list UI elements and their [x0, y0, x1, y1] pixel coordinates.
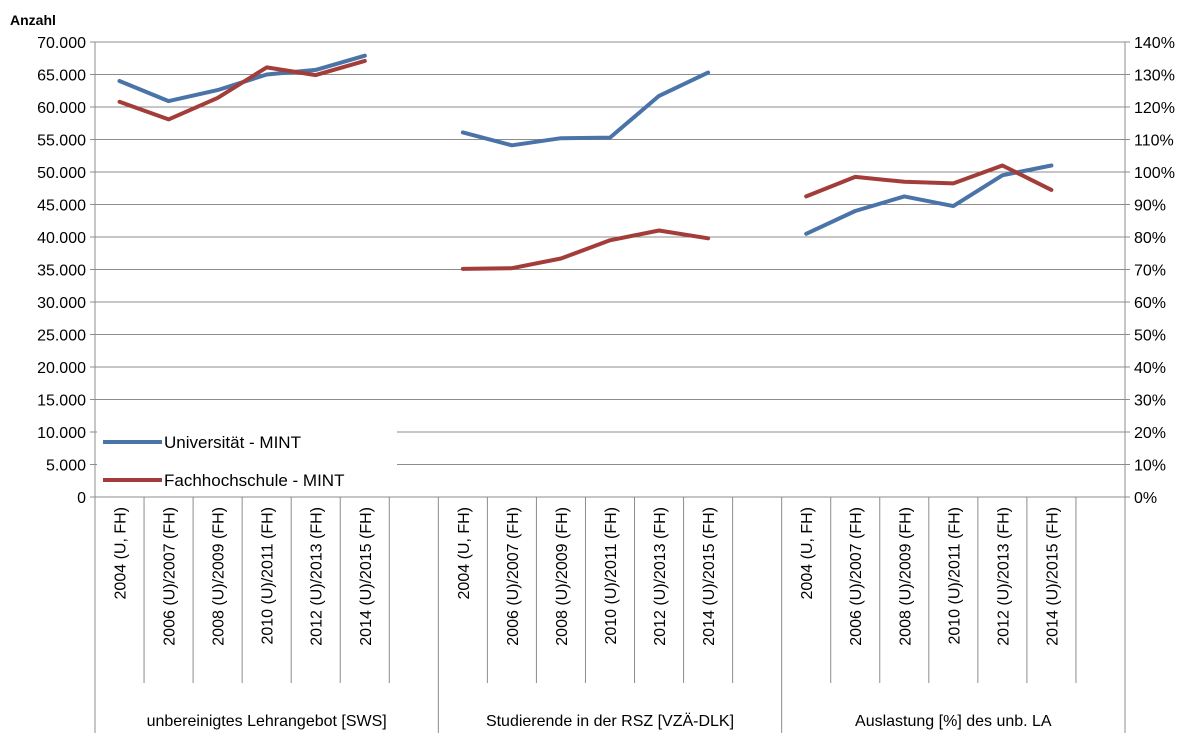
series-line-uni	[804, 163, 1054, 236]
y-tick-label-right: 50%	[1134, 328, 1166, 345]
x-category-label: 2012 (U)/2013 (FH)	[652, 507, 669, 646]
series-line-fh	[117, 58, 367, 122]
x-category-label: 2004 (U, FH)	[113, 507, 130, 599]
y-tick-label-left: 5.000	[46, 458, 86, 475]
gridlines	[95, 41, 1125, 465]
x-category-label: 2006 (U)/2007 (FH)	[848, 507, 865, 646]
series-lines	[117, 53, 1054, 271]
series-line-uni	[117, 53, 367, 104]
y-axis-unit-label: Anzahl	[10, 12, 56, 28]
x-group-label: unbereinigtes Lehrangebot [SWS]	[147, 713, 387, 730]
x-category-label: 2012 (U)/2013 (FH)	[995, 507, 1012, 646]
y-tick-label-left: 70.000	[37, 35, 86, 52]
y-axis-right-ticks: 0% 10% 20% 30% 40% 50% 60% 70% 80% 90% 100% 110% 120…	[1125, 35, 1175, 507]
x-category-label: 2014 (U)/2015 (FH)	[701, 507, 718, 646]
y-tick-label-left: 10.000	[37, 425, 86, 442]
legend-label: Fachhochschule - MINT	[164, 471, 344, 490]
y-tick-label-left: 20.000	[37, 360, 86, 377]
y-tick-label-right: 100%	[1134, 165, 1175, 182]
x-category-label: 2012 (U)/2013 (FH)	[309, 507, 326, 646]
x-category-label: 2014 (U)/2015 (FH)	[1044, 507, 1061, 646]
y-tick-label-left: 55.000	[37, 133, 86, 150]
x-group-label: Auslastung [%] des unb. LA	[855, 713, 1052, 730]
y-tick-label-left: 15.000	[37, 393, 86, 410]
y-tick-label-left: 35.000	[37, 263, 86, 280]
y-tick-label-left: 65.000	[37, 68, 86, 85]
x-category-label: 2010 (U)/2011 (FH)	[260, 507, 277, 645]
y-tick-label-right: 60%	[1134, 295, 1166, 312]
y-tick-label-left: 30.000	[37, 295, 86, 312]
y-tick-label-right: 30%	[1134, 393, 1166, 410]
group-labels: unbereinigtes Lehrangebot [SWS] Studieren…	[147, 712, 1052, 730]
y-tick-label-right: 20%	[1134, 425, 1166, 442]
x-category-label: 2010 (U)/2011 (FH)	[603, 507, 620, 645]
y-axis-left-ticks: 0 5.000 10.000 15.000 20.000 25.000 30.000 35.0…	[37, 35, 95, 507]
y-tick-label-right: 40%	[1134, 360, 1166, 377]
y-tick-label-left: 50.000	[37, 165, 86, 182]
y-tick-label-right: 80%	[1134, 230, 1166, 247]
series-line-uni	[460, 70, 711, 148]
x-category-label: 2006 (U)/2007 (FH)	[505, 507, 522, 646]
category-dividers	[94, 497, 1126, 733]
y-tick-label-left: 25.000	[37, 328, 86, 345]
legend: Universität - MINT Fachhochschule - MINT	[97, 423, 397, 495]
x-category-label: 2008 (U)/2009 (FH)	[897, 507, 914, 646]
y-tick-label-left: 40.000	[37, 230, 86, 247]
y-tick-label-right: 0%	[1134, 490, 1157, 507]
y-tick-label-left: 60.000	[37, 100, 86, 117]
x-group-label: Studierende in der RSZ [VZÄ-DLK]	[486, 712, 734, 730]
y-tick-label-right: 140%	[1134, 35, 1175, 52]
x-category-label: 2014 (U)/2015 (FH)	[358, 507, 375, 646]
y-tick-label-left: 0	[77, 490, 86, 507]
legend-box	[97, 423, 397, 495]
y-tick-label-right: 90%	[1134, 198, 1166, 215]
y-tick-label-right: 110%	[1134, 133, 1174, 150]
series-line-fh	[804, 163, 1054, 199]
x-category-label: 2008 (U)/2009 (FH)	[554, 507, 571, 646]
y-tick-label-right: 10%	[1134, 458, 1166, 475]
series-line-fh	[460, 228, 711, 271]
x-category-label: 2004 (U, FH)	[799, 507, 816, 599]
x-category-label: 2008 (U)/2009 (FH)	[211, 507, 228, 646]
x-category-label: 2010 (U)/2011 (FH)	[946, 507, 963, 645]
legend-label: Universität - MINT	[164, 433, 301, 452]
y-tick-label-right: 70%	[1134, 263, 1166, 280]
y-tick-label-right: 130%	[1134, 68, 1175, 85]
category-labels: 2004 (U, FH) 2006 (U)/2007 (FH) 2008 (U)/2…	[113, 507, 1062, 646]
x-category-label: 2006 (U)/2007 (FH)	[162, 507, 179, 646]
y-tick-label-right: 120%	[1134, 100, 1175, 117]
x-category-label: 2004 (U, FH)	[456, 507, 473, 599]
y-tick-label-left: 45.000	[37, 198, 86, 215]
